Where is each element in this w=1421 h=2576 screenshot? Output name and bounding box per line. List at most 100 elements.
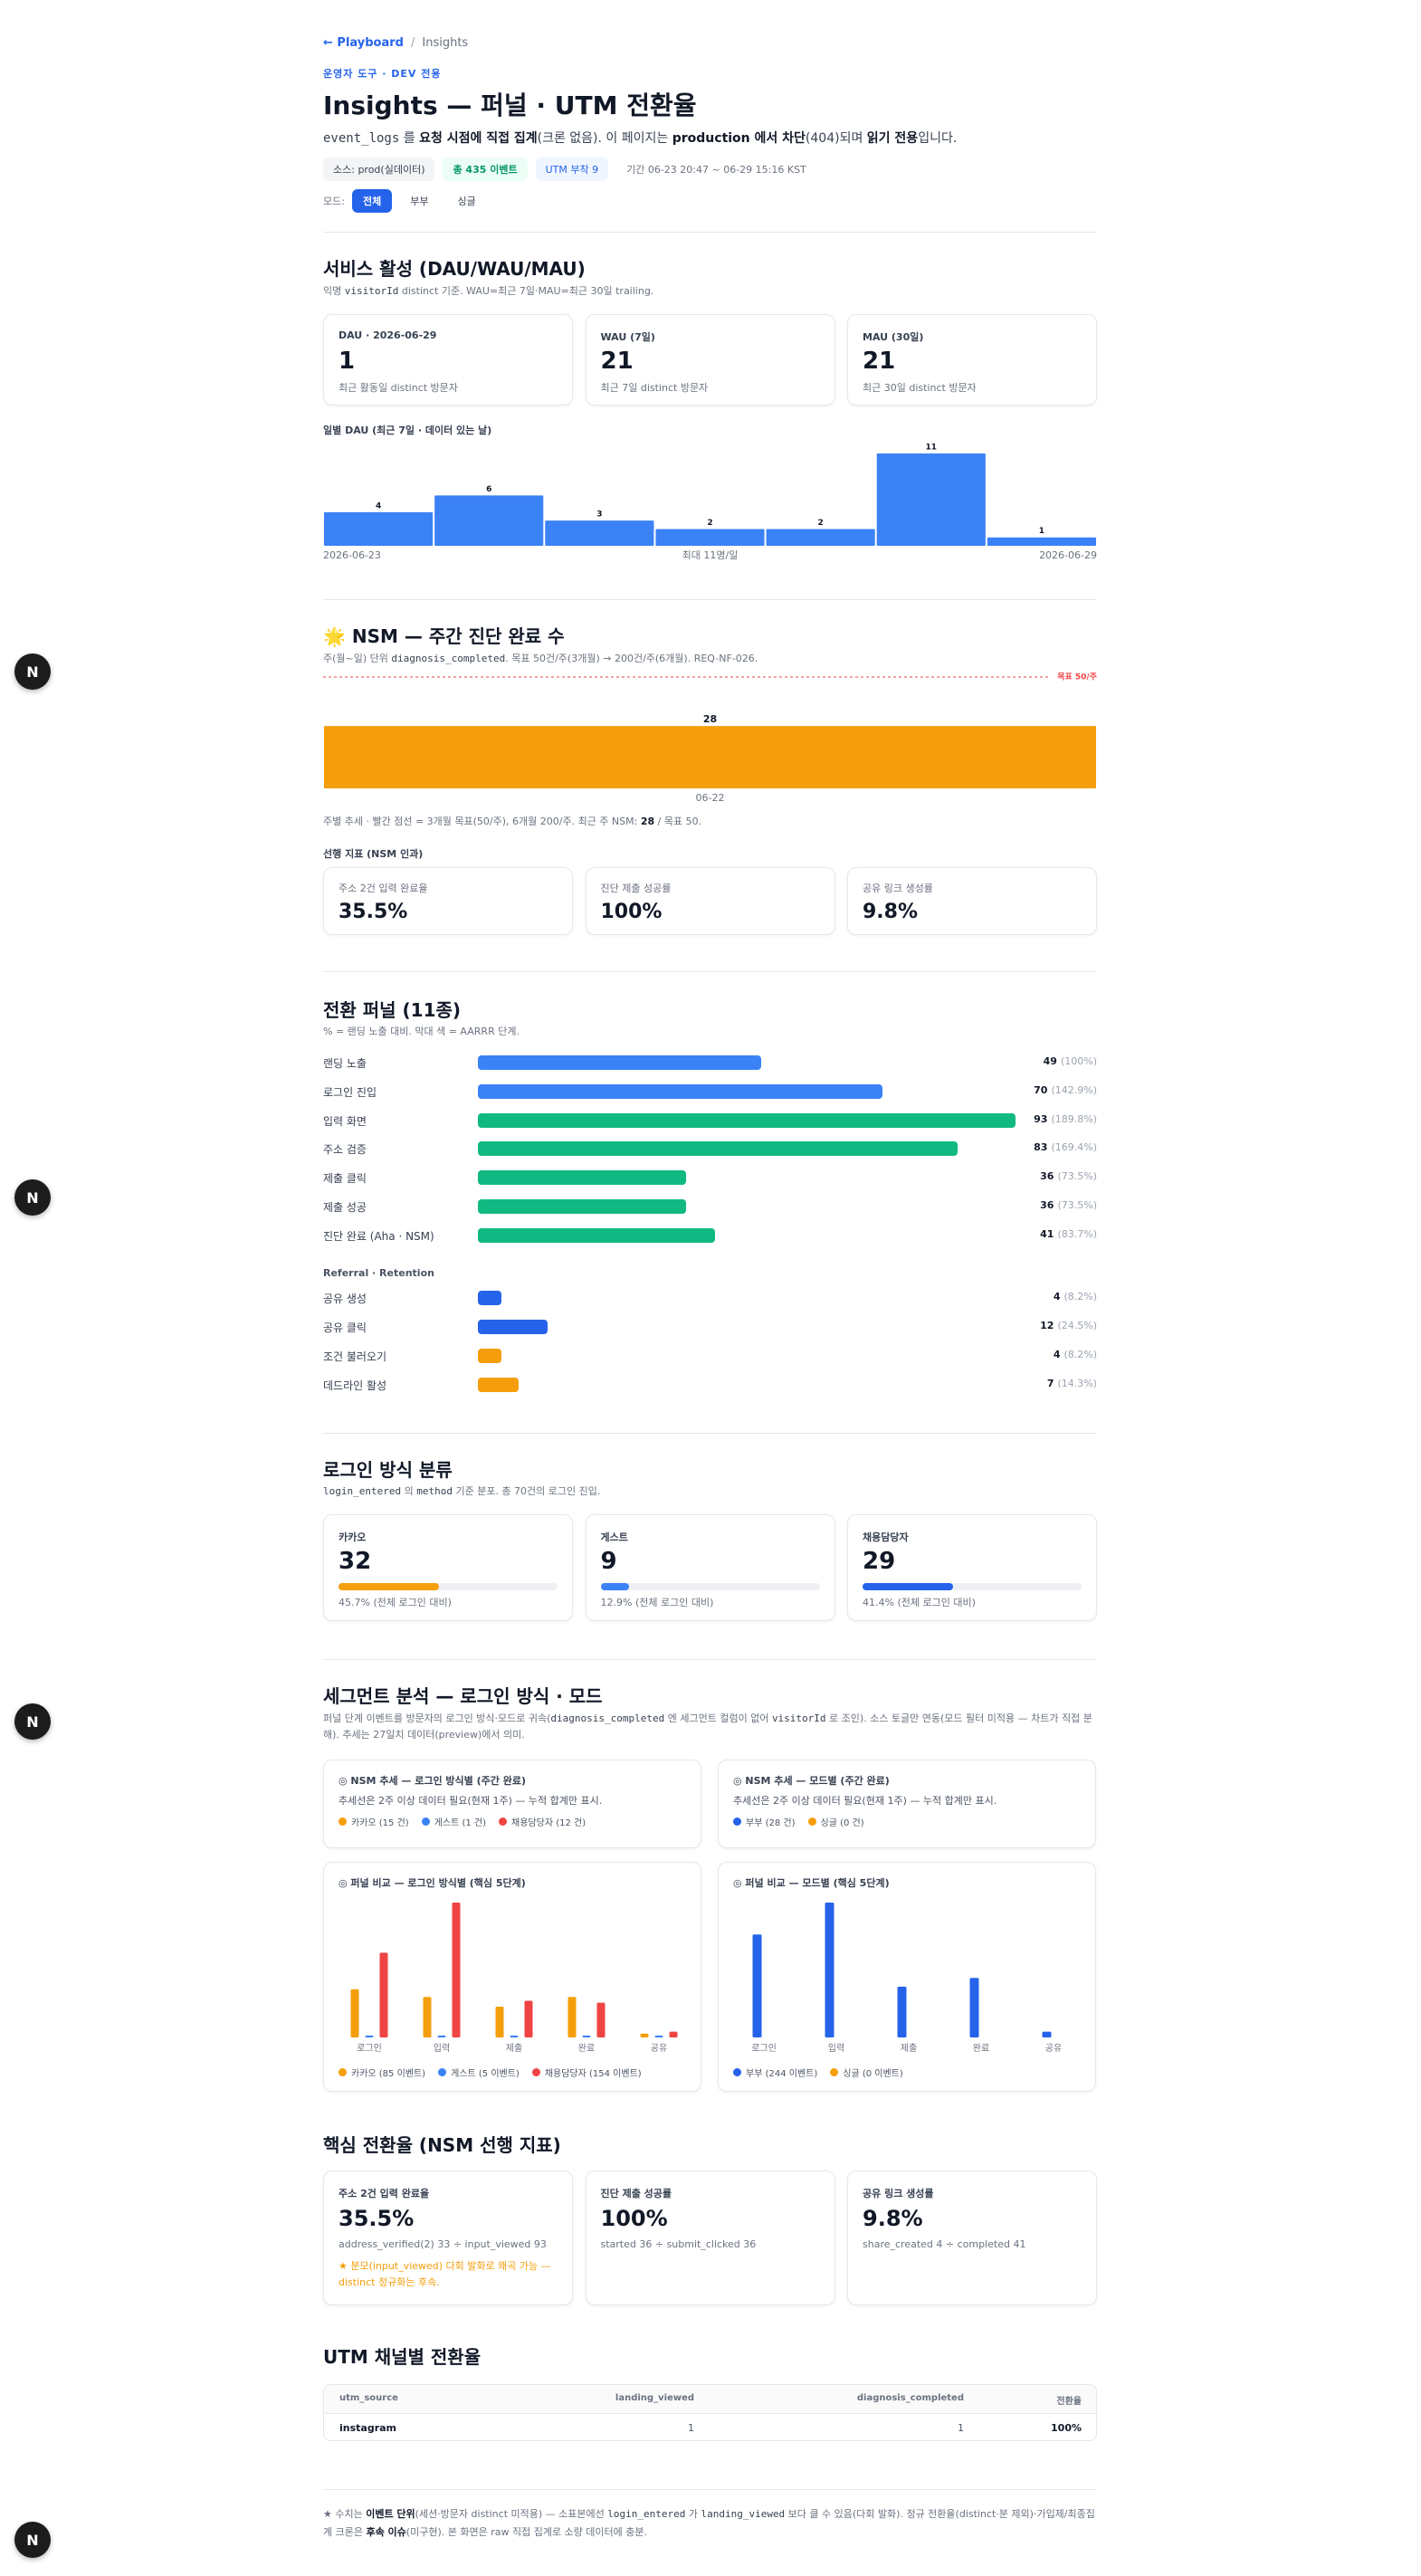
text-part: event_logs bbox=[323, 131, 400, 146]
share: (8.2%) bbox=[1063, 1291, 1097, 1302]
mode-button[interactable]: 부부 bbox=[410, 196, 429, 207]
card-value: 35.5% bbox=[339, 901, 408, 923]
card-label: 카카오 bbox=[339, 1531, 367, 1543]
card-label: 공유 링크 생성률 bbox=[863, 2188, 934, 2199]
utm-table: utm_source landing_viewed diagnosis_comple… bbox=[323, 2384, 1097, 2441]
text-part: (세션·방문자 distinct 미적용) — 소표본에선 bbox=[415, 2508, 608, 2520]
section-header: 🌟 NSM — 주간 진단 완료 수 bbox=[323, 622, 1097, 648]
section-title: 로그인 방식 분류 bbox=[323, 1459, 453, 1481]
text-part: production 에서 차단 bbox=[672, 131, 806, 146]
funnel-label: 제출 클릭 bbox=[323, 1172, 367, 1186]
funnel-row: 조건 불러오기 4 (8.2%) bbox=[323, 1347, 1097, 1365]
mode-button[interactable]: 싱글 bbox=[457, 196, 476, 207]
trend-note: 추세선은 2주 이상 데이터 필요(현재 1주) — 누적 합계만 표시. bbox=[339, 1795, 603, 1807]
breadcrumb: ← Playboard / Insights bbox=[323, 36, 1097, 50]
text-part: 28 bbox=[640, 816, 655, 827]
bar bbox=[897, 1986, 907, 2037]
funnel-label: 데드라인 활성 bbox=[323, 1379, 387, 1392]
bar bbox=[876, 453, 986, 546]
value: 70 bbox=[1034, 1083, 1048, 1096]
funnel-row: 공유 클릭 12 (24.5%) bbox=[323, 1318, 1097, 1336]
progress-fill bbox=[863, 1583, 954, 1590]
bar bbox=[434, 495, 544, 546]
bar-value: 4 bbox=[376, 501, 381, 510]
card-formula: started 36 ÷ submit_clicked 36 bbox=[600, 2238, 757, 2250]
funnel-row: 진단 완료 (Aha · NSM) 41 (83.7%) bbox=[323, 1226, 1097, 1245]
share: (169.4%) bbox=[1051, 1141, 1097, 1154]
dev-indicator[interactable]: N bbox=[14, 654, 51, 690]
legend: 부부 (28 건) 싱글 (0 건) bbox=[733, 1815, 864, 1828]
x-tick-label: 제출 bbox=[901, 2043, 917, 2054]
funnel-label: 로그인 진입 bbox=[323, 1085, 377, 1099]
bar bbox=[669, 2031, 678, 2037]
legend: 카카오 (85 이벤트) 게스트 (5 이벤트) 채용담당자 (154 이벤트) bbox=[339, 2066, 642, 2079]
text-part: distinct 기준. WAU=최근 7일·MAU=최근 30일 traili… bbox=[398, 285, 654, 297]
funnel-value: 41 (83.7%) bbox=[1040, 1228, 1097, 1240]
text-part: 를 bbox=[399, 131, 420, 146]
text-part: (404)되며 bbox=[805, 131, 867, 146]
bar-value: 11 bbox=[926, 444, 938, 453]
funnel-label: 공유 클릭 bbox=[323, 1321, 367, 1334]
share: (100%) bbox=[1060, 1055, 1097, 1067]
trend-note: 추세선은 2주 이상 데이터 필요(현재 1주) — 누적 합계만 표시. bbox=[733, 1795, 997, 1807]
bar-chart: 목표 50/주 28 06-22 bbox=[323, 673, 1097, 804]
text-part: diagnosis_completed bbox=[550, 1713, 665, 1724]
bar bbox=[350, 1989, 359, 2037]
funnel-value: 36 (73.5%) bbox=[1040, 1170, 1097, 1182]
header-cell: landing_viewed bbox=[615, 2393, 694, 2403]
share: (73.5%) bbox=[1057, 1170, 1097, 1183]
card-value: 21 bbox=[600, 348, 634, 375]
mode-button[interactable]: 전체 bbox=[351, 189, 393, 213]
breadcrumb-link[interactable]: ← Playboard bbox=[323, 36, 404, 50]
bar-value: 28 bbox=[703, 713, 717, 725]
funnel-label: 주소 검증 bbox=[323, 1143, 367, 1157]
value: 83 bbox=[1034, 1141, 1048, 1154]
text-part: 퍼널 단계 이벤트를 방문자의 로그인 방식·모드로 귀속( bbox=[323, 1713, 551, 1724]
text-part: 엔 세그먼트 컬럼이 없어 bbox=[664, 1713, 772, 1724]
eyebrow-wrap: 운영자 도구 · DEV 전용 bbox=[323, 66, 1097, 81]
funnel-value: 49 (100%) bbox=[1044, 1055, 1097, 1067]
legend-item: 채용담당자 (12 건) bbox=[499, 1815, 586, 1828]
funnel-bar bbox=[478, 1083, 883, 1099]
dev-indicator[interactable]: N bbox=[14, 1179, 51, 1216]
share: (142.9%) bbox=[1051, 1083, 1097, 1096]
divider bbox=[323, 1659, 1097, 1660]
funnel-label: 제출 성공 bbox=[323, 1201, 367, 1214]
section-title: 세그먼트 분석 — 로그인 방식 · 모드 bbox=[323, 1685, 603, 1707]
legend-swatch bbox=[499, 1818, 508, 1826]
grouped-bar-chart: 로그인 입력 제출 완료 공유 bbox=[751, 1903, 1062, 2054]
legend-label: 채용담당자 (154 이벤트) bbox=[544, 2069, 642, 2079]
x-tick-label: 2026-06-29 bbox=[1039, 549, 1097, 561]
card-label: 게스트 bbox=[600, 1531, 628, 1543]
dev-indicator[interactable]: N bbox=[14, 1703, 51, 1740]
funnel-row: 랜딩 노출 49 (100%) bbox=[323, 1054, 1097, 1072]
bar bbox=[324, 726, 1096, 788]
section-header: 핵심 전환율 (NSM 선행 지표) bbox=[323, 2131, 1097, 2157]
text-part: diagnosis_completed bbox=[391, 653, 506, 664]
bar bbox=[596, 2002, 606, 2037]
funnel-label: 입력 화면 bbox=[323, 1114, 367, 1128]
dev-indicator[interactable]: N bbox=[14, 2522, 51, 2558]
card-label: 진단 제출 성공률 bbox=[600, 2188, 672, 2199]
text-part: 로 조인). 소스 토글만 연동(모드 필터 미적용 — 차트가 직접 분해).… bbox=[323, 1713, 1092, 1741]
trend-title: ◎ NSM 추세 — 모드별 (주간 완료) bbox=[733, 1775, 890, 1787]
eyebrow: 운영자 도구 · DEV 전용 bbox=[323, 68, 442, 80]
x-tick-label: 공유 bbox=[651, 2043, 667, 2054]
funnel-value: 93 (189.8%) bbox=[1034, 1113, 1097, 1125]
bar bbox=[524, 2000, 533, 2037]
funnel-bar bbox=[478, 1378, 519, 1392]
chart-title: ◎ 퍼널 비교 — 로그인 방식별 (핵심 5단계) bbox=[339, 1877, 526, 1889]
legend-label: 부부 (28 건) bbox=[746, 1818, 796, 1828]
text-part: 가 bbox=[685, 2508, 701, 2520]
card-value: 100% bbox=[600, 901, 663, 923]
text-part: 읽기 전용 bbox=[866, 131, 919, 146]
funnel-value: 36 (73.5%) bbox=[1040, 1199, 1097, 1211]
table-header: utm_source landing_viewed diagnosis_comple… bbox=[324, 2385, 1096, 2414]
bar bbox=[655, 529, 765, 546]
x-tick-label: 입력 bbox=[434, 2042, 450, 2054]
card-note: 45.7% (전체 로그인 대비) bbox=[339, 1597, 452, 1608]
bar bbox=[969, 1978, 979, 2037]
legend-label: 게스트 (5 이벤트) bbox=[451, 2069, 520, 2079]
x-tick-label: 제출 bbox=[506, 2043, 522, 2054]
card: 카카오 32 45.7% (전체 로그인 대비) bbox=[323, 1514, 573, 1621]
